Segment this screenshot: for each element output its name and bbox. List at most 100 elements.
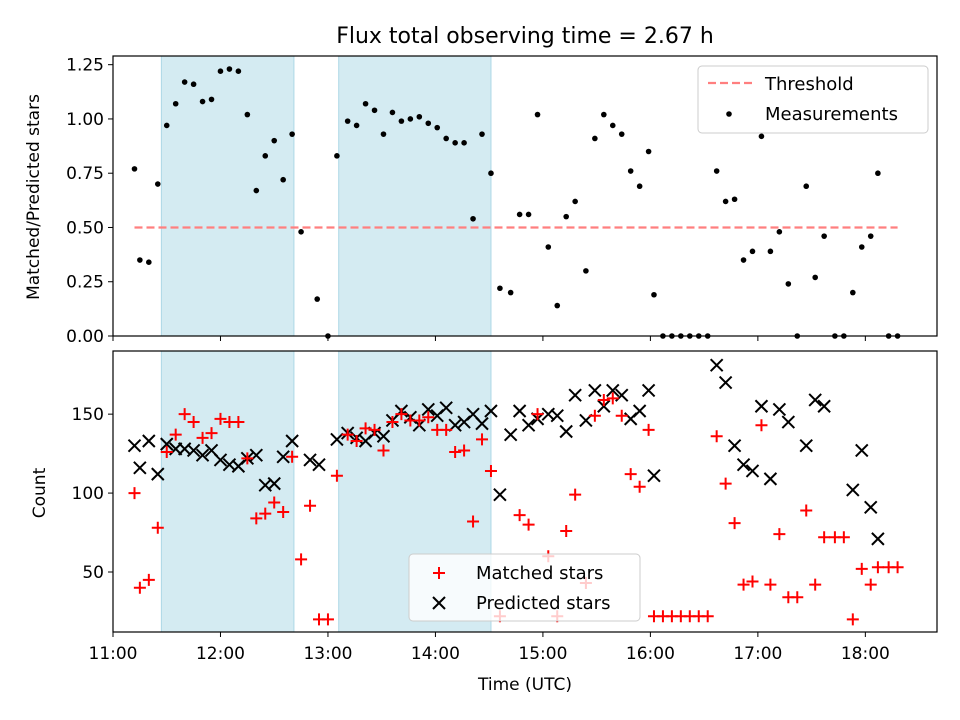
matched-star-marker: [597, 393, 610, 406]
measurement-point: [601, 111, 607, 118]
predicted-star-marker: [559, 424, 573, 439]
matched-star-marker: [321, 613, 334, 626]
measurement-point: [507, 289, 514, 296]
measurement-point: [208, 96, 215, 103]
measurement-point: [271, 137, 278, 144]
matched-star-marker: [642, 423, 655, 436]
predicted-star-marker: [276, 450, 290, 464]
predicted-star-marker: [133, 461, 147, 475]
top-observation-band-1: [160, 55, 295, 337]
matched-star-marker: [467, 515, 480, 528]
measurement-point: [163, 122, 170, 129]
matched-star-marker: [133, 581, 146, 594]
predicted-star-marker: [817, 399, 831, 413]
predicted-star-marker: [303, 453, 317, 467]
measurement-point: [497, 285, 503, 292]
measurement-point: [181, 79, 188, 85]
matched-star-marker: [440, 423, 453, 436]
measurement-point: [858, 244, 865, 250]
matched-star-marker: [449, 446, 462, 459]
top-x-ticks: [112, 336, 866, 341]
predicted-star-marker: [186, 443, 201, 458]
predicted-star-marker: [647, 469, 661, 483]
predicted-star-marker: [312, 457, 326, 472]
matched-star-marker: [178, 408, 191, 421]
legend-matched-label: Matched stars: [476, 563, 603, 584]
predicted-star-marker: [736, 457, 751, 472]
predicted-star-marker: [799, 439, 813, 453]
measurement-point: [470, 215, 476, 222]
matched-star-marker: [855, 562, 868, 575]
measurement-point: [488, 170, 494, 177]
measurement-point: [434, 124, 441, 131]
measurement-point: [280, 176, 286, 183]
measurement-point: [525, 211, 532, 218]
bottom-y-tick-label: 150: [72, 405, 104, 425]
chart-title: Flux total observing time = 2.67 h: [336, 24, 714, 49]
x-tick-label: 14:00: [411, 644, 460, 664]
top-measurement-points: [131, 66, 901, 339]
matched-star-marker: [746, 575, 759, 588]
measurement-point: [645, 148, 652, 155]
matched-star-marker: [160, 446, 173, 459]
measurement-point: [344, 118, 351, 124]
bottom-x-ticks: 11:00 12:00 13:00 14:00 15:00 16:00 17:00 18:00: [89, 632, 890, 664]
bottom-legend-box: [408, 553, 641, 622]
matched-star-marker: [818, 531, 831, 544]
matched-star-marker: [350, 434, 363, 447]
matched-star-marker: [522, 518, 535, 531]
matched-star-marker: [341, 428, 354, 441]
matched-star-marker: [268, 496, 281, 509]
predicted-star-marker: [808, 393, 822, 407]
top-legend: Threshold Measurements: [697, 65, 929, 134]
matched-star-marker: [277, 506, 290, 519]
matched-stars-markers: [128, 392, 904, 626]
predicted-star-marker: [550, 409, 564, 423]
matched-star-marker: [377, 444, 390, 457]
measurement-point: [785, 281, 792, 287]
measurement-point: [217, 68, 224, 74]
x-axis-label: Time (UTC): [477, 675, 572, 695]
predicted-star-marker: [285, 434, 299, 448]
measurement-point: [244, 111, 251, 118]
measurement-point: [380, 131, 387, 137]
top-y-tick-label: 0.75: [66, 164, 104, 184]
matched-star-marker: [728, 517, 741, 530]
measurement-point: [545, 244, 552, 250]
top-y-tick-label: 0.25: [66, 273, 104, 293]
legend-predicted-swatch: [432, 596, 446, 610]
matched-star-marker: [286, 450, 299, 463]
matched-star-marker: [846, 613, 859, 626]
matched-star-marker: [413, 414, 426, 427]
bottom-y-tick-label: 100: [72, 484, 104, 504]
top-observation-band-2: [338, 55, 492, 337]
predicted-star-marker: [421, 402, 435, 417]
predicted-star-marker: [864, 500, 878, 514]
legend-measurements-label: Measurements: [765, 104, 898, 125]
matched-star-marker: [250, 512, 263, 525]
legend-predicted-label: Predicted stars: [476, 593, 610, 614]
matched-star-marker: [513, 509, 526, 522]
measurement-point: [314, 296, 321, 302]
legend-threshold-label: Threshold: [764, 74, 854, 95]
predicted-star-marker: [439, 401, 453, 415]
measurement-point: [146, 259, 152, 266]
measurement-point: [154, 181, 161, 187]
x-tick-label: 11:00: [89, 644, 138, 664]
matched-star-marker: [304, 499, 317, 512]
measurement-point: [749, 248, 756, 255]
matched-star-marker: [871, 561, 884, 574]
matched-star-marker: [386, 416, 399, 429]
predicted-star-marker: [846, 483, 860, 497]
measurement-point: [298, 229, 304, 235]
matched-star-marker: [773, 528, 786, 541]
x-tick-label: 18:00: [841, 644, 890, 664]
matched-star-marker: [606, 392, 619, 405]
matched-star-marker: [169, 428, 182, 441]
measurement-point: [235, 68, 242, 74]
matched-star-marker: [891, 561, 904, 574]
measurement-point: [554, 302, 561, 309]
measurement-point: [875, 170, 881, 177]
predicted-star-marker: [781, 415, 796, 429]
